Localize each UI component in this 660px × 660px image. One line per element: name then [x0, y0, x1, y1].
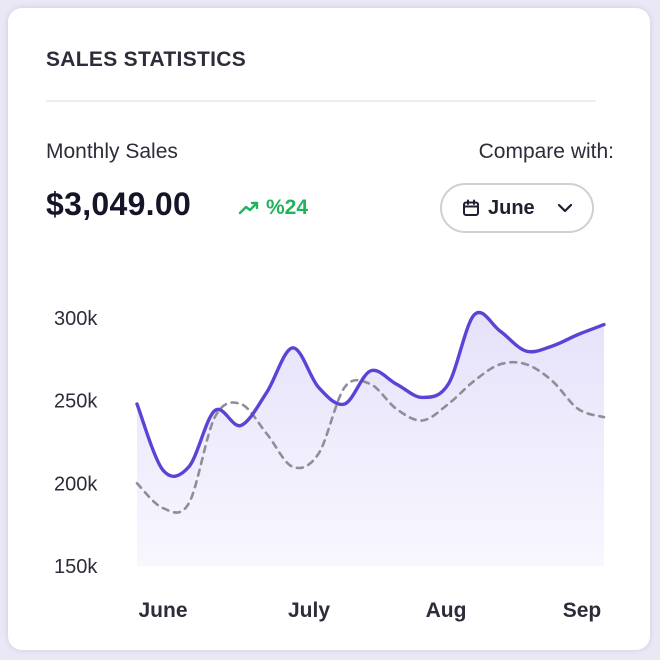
month-select-value: June — [488, 196, 535, 219]
compare-label: Compare with: — [478, 140, 614, 163]
metric-value: $3,049.00 — [46, 186, 192, 222]
y-tick-label: 250k — [54, 391, 98, 413]
x-tick-label: Aug — [426, 599, 467, 622]
comparison-series-line — [135, 360, 606, 514]
chevron-down-icon — [557, 203, 572, 213]
trend-up-icon — [238, 201, 259, 215]
primary-series-area — [137, 312, 604, 566]
y-tick-label: 200k — [54, 473, 98, 495]
card-title: SALES STATISTICS — [46, 48, 247, 71]
x-tick-label: Sep — [563, 599, 602, 622]
trend-indicator: %24 — [238, 196, 308, 220]
calendar-icon — [463, 199, 479, 216]
metric-label: Monthly Sales — [46, 140, 178, 163]
x-tick-label: July — [288, 599, 330, 622]
divider — [46, 100, 596, 102]
x-tick-label: June — [138, 599, 187, 622]
month-select[interactable]: June — [440, 183, 594, 233]
y-tick-label: 150k — [54, 556, 98, 578]
trend-percentage: %24 — [266, 196, 309, 219]
primary-series-line — [135, 310, 606, 478]
y-tick-label: 300k — [54, 308, 98, 330]
